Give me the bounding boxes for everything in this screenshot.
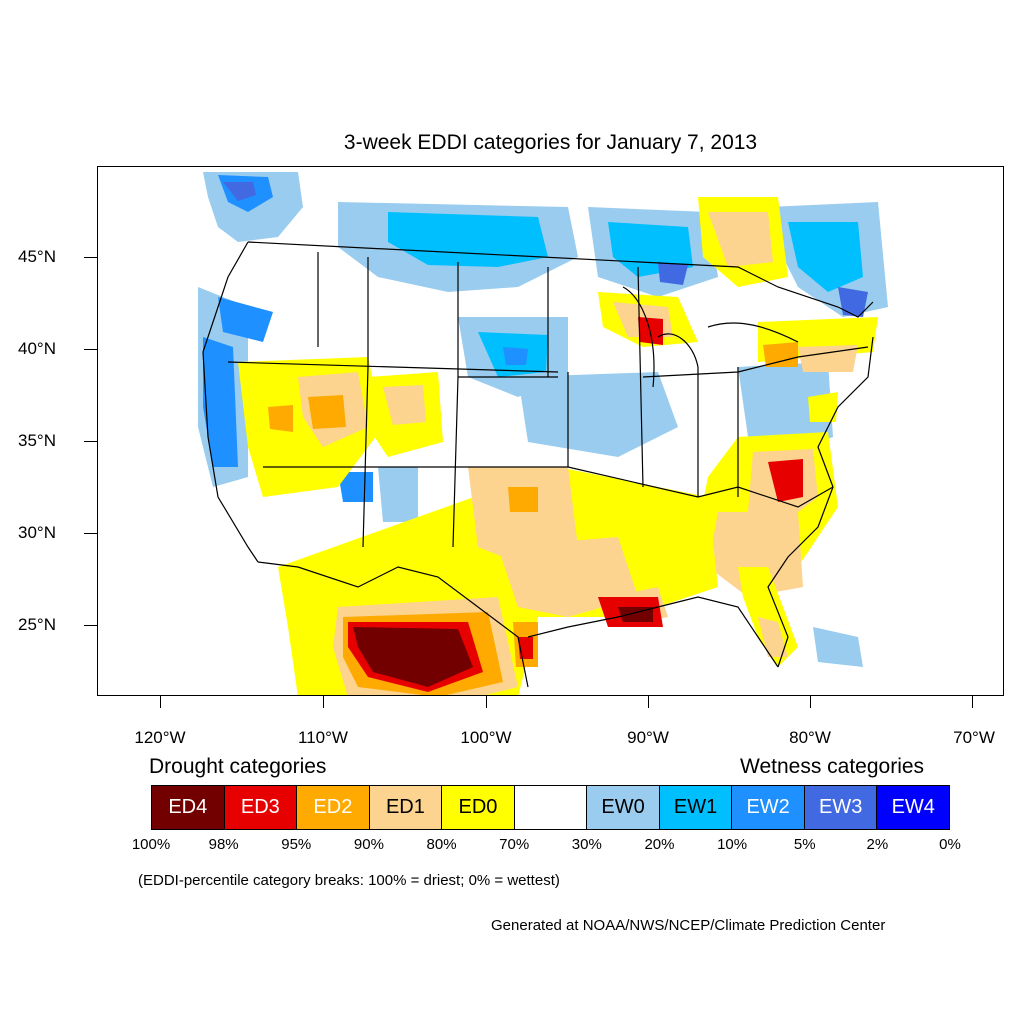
percentile-label: 95% (281, 836, 312, 853)
lat-label-45: 45°N (18, 247, 56, 266)
map-plot-area (97, 166, 1004, 696)
category-legend: ED4 ED3 ED2 ED1 ED0 EW0 EW1 EW2 EW3 EW4 (151, 785, 950, 830)
lon-tick (810, 696, 811, 708)
percentile-label: 80% (426, 836, 457, 853)
legend-box-ed4: ED4 (152, 786, 225, 829)
credit-line: Generated at NOAA/NWS/NCEP/Climate Predi… (491, 917, 886, 934)
drought-categories-heading: Drought categories (149, 755, 327, 778)
percentile-label: 70% (499, 836, 530, 853)
percentile-label: 20% (644, 836, 675, 853)
legend-box-ed1: ED1 (369, 786, 443, 829)
percentile-label: 5% (793, 836, 816, 853)
percentile-label: 0% (939, 836, 961, 853)
lat-label-25: 25°N (18, 615, 56, 634)
lon-label-80w: 80°W (789, 728, 831, 747)
lat-label-40: 40°N (18, 339, 56, 358)
lon-label-90w: 90°W (627, 728, 669, 747)
percentile-label: 100% (131, 836, 171, 853)
legend-box-ew3: EW3 (804, 786, 878, 829)
percentile-label: 98% (208, 836, 239, 853)
legend-box-ed2: ED2 (297, 786, 370, 829)
map-title: 3-week EDDI categories for January 7, 20… (343, 131, 758, 154)
lon-tick (160, 696, 161, 708)
legend-box-ew0: EW0 (587, 786, 660, 829)
lon-tick (648, 696, 649, 708)
lat-tick (84, 349, 97, 350)
percentile-label: 10% (717, 836, 748, 853)
lat-tick (84, 257, 97, 258)
lon-label-120w: 120°W (134, 728, 186, 747)
legend-box-ew2: EW2 (732, 786, 805, 829)
legend-box-ed3: ED3 (224, 786, 298, 829)
lat-label-30: 30°N (18, 523, 56, 542)
percentile-label: 30% (571, 836, 602, 853)
lon-tick (486, 696, 487, 708)
lon-label-70w: 70°W (953, 728, 995, 747)
lat-label-35: 35°N (18, 431, 56, 450)
drought-regions (238, 197, 878, 695)
legend-box-neutral (514, 786, 588, 829)
percentile-label: 90% (353, 836, 384, 853)
lon-tick (972, 696, 973, 708)
lat-tick (84, 441, 97, 442)
legend-box-ed0: ED0 (442, 786, 515, 829)
lon-tick (323, 696, 324, 708)
lat-tick (84, 533, 97, 534)
lon-label-100w: 100°W (460, 728, 512, 747)
legend-box-ew1: EW1 (659, 786, 733, 829)
map-boundaries (202, 241, 874, 688)
eddi-map (198, 172, 888, 695)
lat-tick (84, 625, 97, 626)
legend-box-ew4: EW4 (877, 786, 950, 829)
percentile-label: 2% (866, 836, 889, 853)
lon-label-110w: 110°W (298, 728, 348, 747)
category-note: (EDDI-percentile category breaks: 100% =… (138, 872, 560, 889)
wetness-categories-heading: Wetness categories (740, 755, 925, 778)
